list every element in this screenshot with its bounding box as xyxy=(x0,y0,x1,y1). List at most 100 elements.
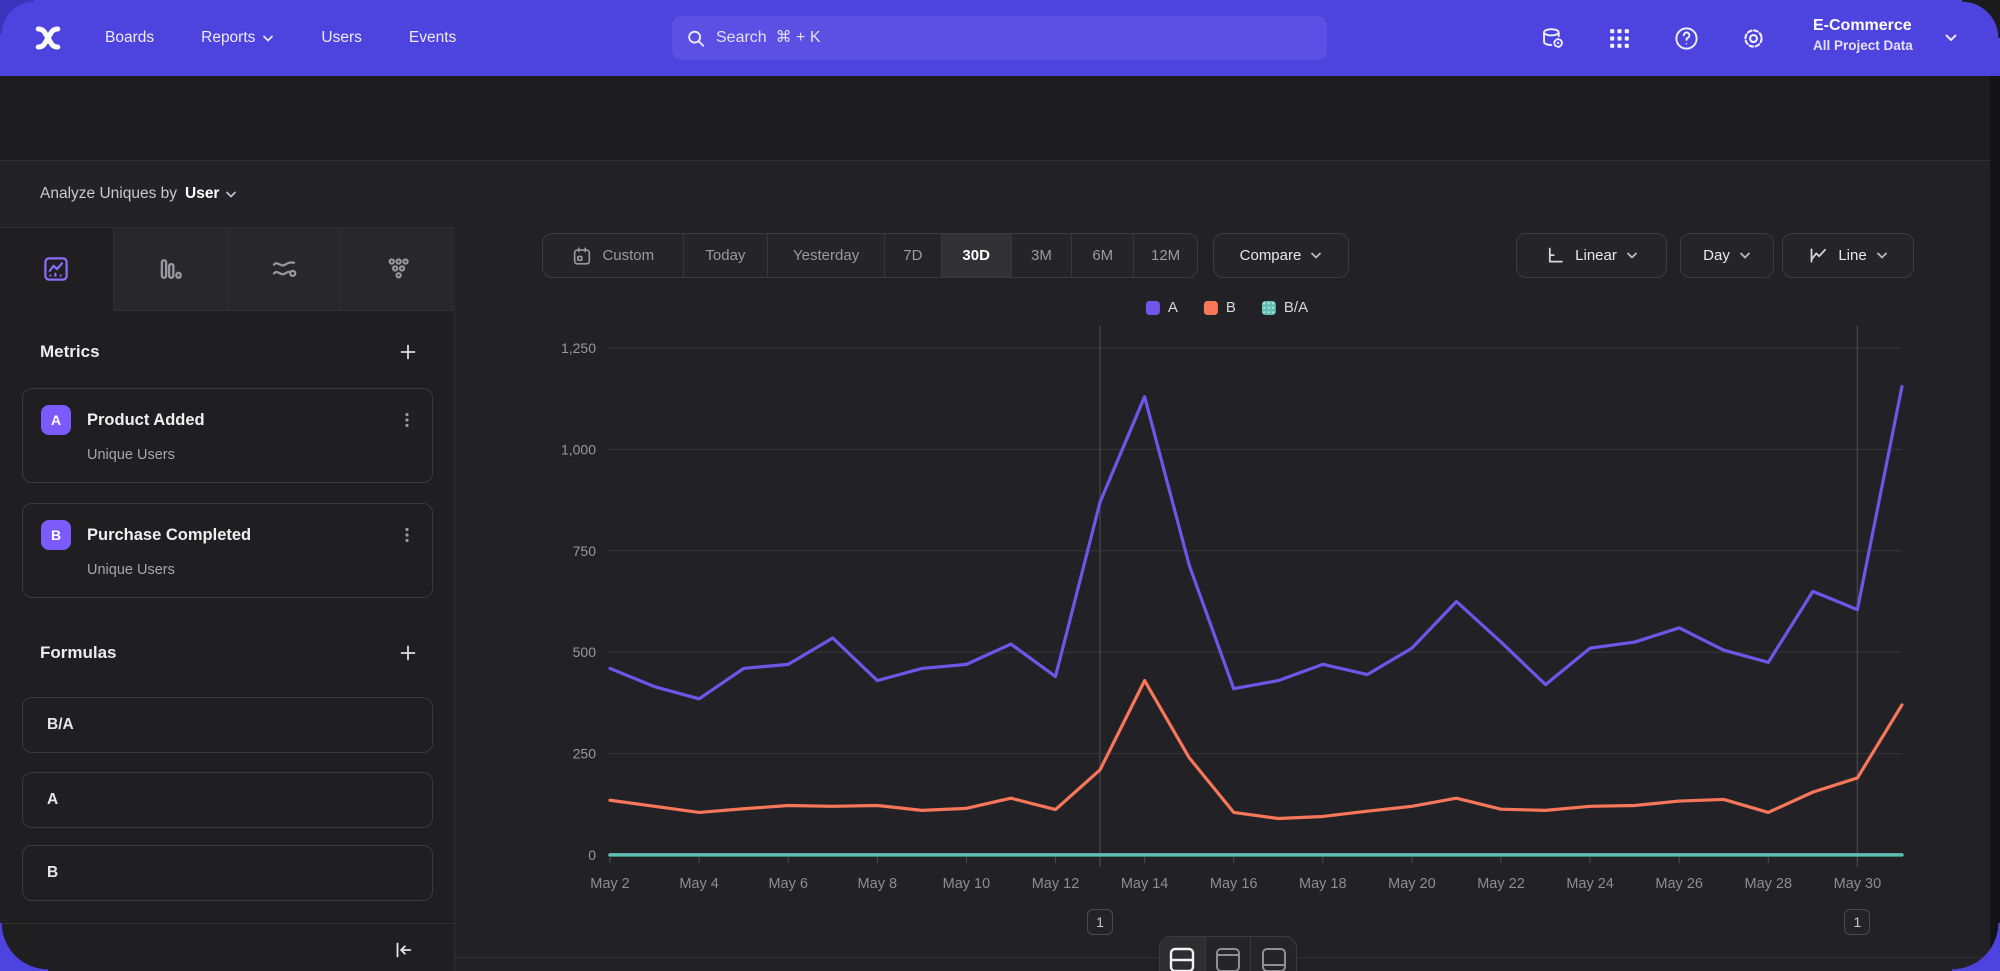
metric-measurement[interactable]: Unique Users xyxy=(87,447,175,463)
formula-card[interactable]: B/A xyxy=(22,697,433,753)
chart-type-dropdown[interactable]: Line xyxy=(1782,233,1914,278)
legend-item-a[interactable]: A xyxy=(1145,299,1178,316)
query-builder-sidebar: Analyze Uniques by User xyxy=(0,161,455,971)
range-12m[interactable]: 12M xyxy=(1134,234,1197,277)
project-subtitle: All Project Data xyxy=(1813,38,1913,53)
axis-scale-icon xyxy=(1549,247,1564,263)
window-corner xyxy=(0,0,34,34)
project-switcher[interactable]: E-Commerce All Project Data xyxy=(1813,14,1913,54)
range-label: Custom xyxy=(602,247,655,264)
chevron-down-icon xyxy=(1876,252,1887,259)
formula-card[interactable]: A xyxy=(22,772,433,828)
svg-text:May 12: May 12 xyxy=(1032,876,1080,892)
report-type-tabs xyxy=(0,228,455,311)
analyze-entity-dropdown[interactable]: User xyxy=(185,185,237,203)
compare-dropdown[interactable]: Compare xyxy=(1213,233,1349,278)
chart-type-label: Line xyxy=(1838,247,1867,264)
chevron-down-icon xyxy=(1626,252,1637,259)
chevron-down-icon xyxy=(226,191,237,198)
svg-text:1,250: 1,250 xyxy=(561,340,596,356)
help-icon[interactable] xyxy=(1672,24,1700,52)
svg-text:500: 500 xyxy=(573,644,597,660)
nav-item-reports[interactable]: Reports xyxy=(201,29,274,47)
search-bar[interactable] xyxy=(672,16,1327,60)
svg-text:May 16: May 16 xyxy=(1210,876,1258,892)
svg-text:1,000: 1,000 xyxy=(561,441,596,457)
scale-dropdown[interactable]: Linear xyxy=(1516,233,1667,278)
metric-measurement[interactable]: Unique Users xyxy=(87,562,175,578)
sidebar-footer xyxy=(0,923,455,971)
range-label: Yesterday xyxy=(793,247,860,264)
metric-options-icon[interactable] xyxy=(396,524,418,546)
tab-flows[interactable] xyxy=(227,228,342,311)
line-chart-icon xyxy=(1810,248,1827,263)
range-7d[interactable]: 7D xyxy=(885,234,942,277)
settings-gear-icon[interactable] xyxy=(1739,24,1767,52)
split-top-icon xyxy=(1216,948,1240,971)
legend-item-b-a[interactable]: B/A xyxy=(1261,299,1308,316)
chevron-down-icon xyxy=(1739,252,1750,259)
formula-label: B xyxy=(47,864,59,881)
top-nav-bar: Boards Reports Users Events xyxy=(0,0,2000,76)
range-label: 12M xyxy=(1150,247,1181,264)
nav-item-boards[interactable]: Boards xyxy=(105,29,154,47)
tab-funnels[interactable] xyxy=(113,228,228,311)
metric-options-icon[interactable] xyxy=(396,409,418,431)
annotation-badge[interactable]: 1 xyxy=(1087,909,1114,935)
nav-menu: Boards Reports Users Events xyxy=(105,0,456,76)
legend-swatch xyxy=(1261,300,1276,315)
chevron-down-icon xyxy=(263,35,274,42)
range-30d[interactable]: 30D xyxy=(941,234,1012,277)
range-yesterday[interactable]: Yesterday xyxy=(768,234,885,277)
range-3m[interactable]: 3M xyxy=(1012,234,1073,277)
svg-text:May 28: May 28 xyxy=(1745,876,1793,892)
project-name: E-Commerce xyxy=(1813,17,1912,34)
data-management-icon[interactable] xyxy=(1538,24,1566,52)
svg-text:May 20: May 20 xyxy=(1388,876,1436,892)
add-metric-button[interactable] xyxy=(395,339,421,365)
add-formula-button[interactable] xyxy=(395,640,421,666)
view-bottom-bar[interactable] xyxy=(1251,937,1296,971)
svg-text:May 30: May 30 xyxy=(1834,876,1882,892)
legend-item-b[interactable]: B xyxy=(1203,299,1236,316)
metric-name: Purchase Completed xyxy=(87,526,252,544)
range-label: 30D xyxy=(962,247,990,264)
nav-item-label: Events xyxy=(408,29,457,46)
svg-text:May 18: May 18 xyxy=(1299,876,1347,892)
chevron-down-icon xyxy=(1944,30,1958,48)
range-custom[interactable]: Custom xyxy=(543,234,684,277)
range-label: Today xyxy=(705,247,746,264)
tab-retention[interactable] xyxy=(341,228,455,311)
svg-text:May 14: May 14 xyxy=(1121,876,1169,892)
formula-label: A xyxy=(47,791,59,808)
layout-view-switcher xyxy=(1159,936,1297,971)
legend-label: B xyxy=(1225,299,1236,316)
view-split-horizontal[interactable] xyxy=(1160,937,1206,971)
nav-item-events[interactable]: Events xyxy=(409,29,456,47)
metric-card-b[interactable]: B Purchase Completed Unique Users xyxy=(22,503,433,598)
svg-text:0: 0 xyxy=(588,847,596,863)
legend-swatch xyxy=(1203,300,1218,315)
collapse-sidebar-icon[interactable] xyxy=(388,936,418,964)
search-icon xyxy=(688,30,705,47)
apps-grid-icon[interactable] xyxy=(1605,24,1633,52)
range-6m[interactable]: 6M xyxy=(1072,234,1135,277)
legend-label: A xyxy=(1167,299,1178,316)
range-today[interactable]: Today xyxy=(684,234,769,277)
line-chart-canvas[interactable]: 0 250 500 750 1,000 1,250 May 2 May 4 May 6 May 8… xyxy=(455,161,2000,971)
metric-card-a[interactable]: A Product Added Unique Users xyxy=(22,388,433,483)
tab-insights[interactable] xyxy=(0,228,114,311)
search-input[interactable] xyxy=(716,29,1313,47)
window-corner xyxy=(1962,0,2000,38)
scrollbar-track[interactable] xyxy=(1990,76,2000,971)
interval-dropdown[interactable]: Day xyxy=(1680,233,1774,278)
annotation-badge[interactable]: 1 xyxy=(1844,909,1871,935)
formula-card[interactable]: B xyxy=(22,845,433,901)
view-top-bar[interactable] xyxy=(1206,937,1252,971)
nav-item-users[interactable]: Users xyxy=(321,29,361,47)
window-corner xyxy=(1952,923,2000,971)
analyze-uniques-row: Analyze Uniques by User xyxy=(0,161,455,228)
mixpanel-logo-icon[interactable] xyxy=(30,20,66,56)
svg-text:750: 750 xyxy=(573,543,597,559)
formulas-heading: Formulas xyxy=(40,643,117,662)
